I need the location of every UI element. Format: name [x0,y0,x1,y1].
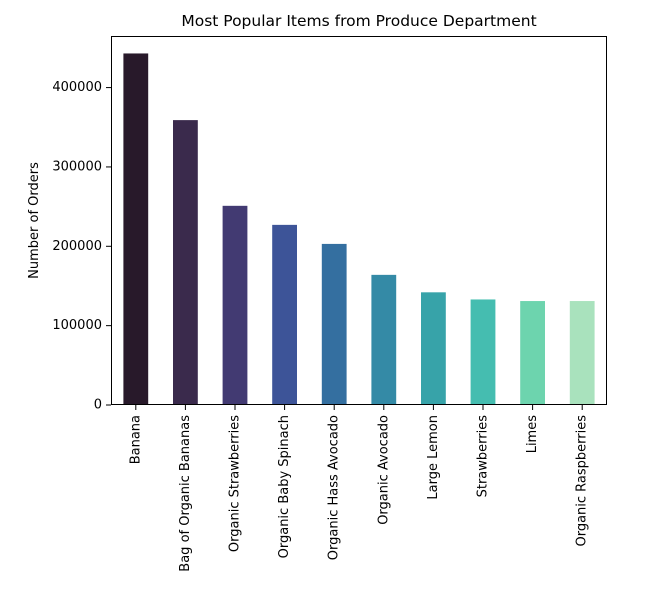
bar-1 [173,120,198,406]
bar-2 [222,205,248,405]
x-tick-label: Large Lemon [426,415,441,500]
x-tick-label: Bag of Organic Bananas [178,415,193,572]
y-axis-ticks: 0 100000 200000 300000 400000 [52,80,111,413]
y-tick-label: 400000 [52,80,102,95]
x-tick-label: Limes [525,415,540,454]
plot-frame [111,36,607,405]
bar-0 [123,53,149,405]
x-tick-label: Organic Baby Spinach [277,415,292,558]
x-tick-label: Organic Hass Avocado [327,415,342,560]
bar-8 [520,301,545,405]
bar-7 [470,299,496,405]
bar-6 [421,292,446,405]
bar-9 [569,301,595,405]
bar-5 [371,274,397,405]
bar-3 [272,224,297,405]
y-tick-label: 100000 [52,318,102,333]
bar-4 [321,243,347,405]
y-tick-label: 200000 [52,239,102,254]
y-tick-label: 0 [94,398,102,413]
x-axis-ticks: Banana Bag of Organic Bananas Organic Stra… [128,405,590,572]
x-tick-label: Organic Avocado [376,415,391,525]
x-tick-label: Organic Strawberries [228,415,243,552]
x-tick-label: Banana [128,415,143,464]
bars [123,53,595,406]
chart-title: Most Popular Items from Produce Departme… [181,12,536,30]
x-tick-label: Organic Raspberries [575,415,590,547]
y-axis-label: Number of Orders [27,162,42,279]
x-tick-label: Strawberries [476,415,491,498]
y-tick-label: 300000 [52,159,102,174]
